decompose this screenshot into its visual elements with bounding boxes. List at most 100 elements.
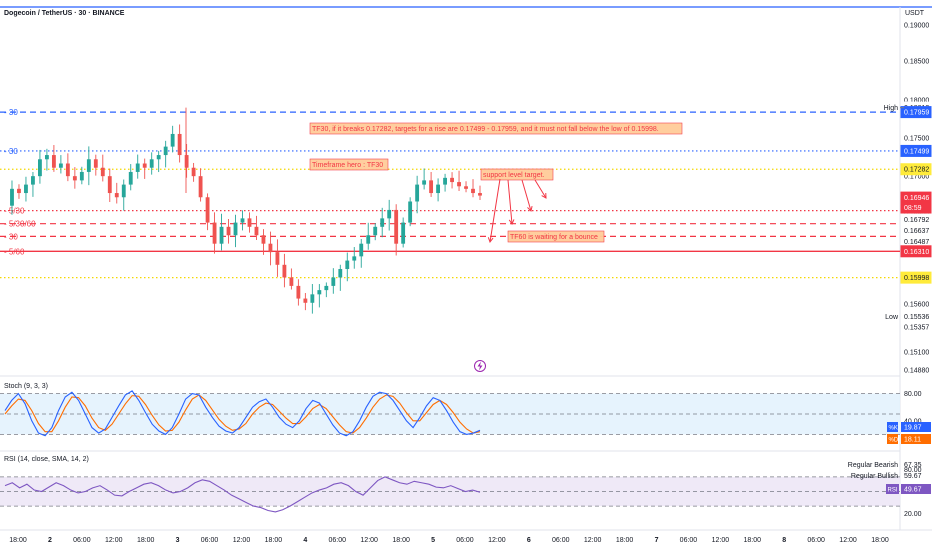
price-tag-value: 0.15536 [904, 314, 929, 321]
price-axis-label: 0.19000 [904, 23, 929, 30]
time-axis-label: 12:00 [360, 537, 378, 544]
time-axis-label: 12:00 [839, 537, 857, 544]
price-tag-value: 0.17499 [904, 148, 929, 155]
candle-body [464, 186, 468, 189]
price-level-label: - 30 [4, 108, 18, 117]
symbol-title[interactable]: Dogecoin / TetherUS · 30 · BINANCE [4, 10, 125, 17]
price-level-label: - 30 [4, 232, 18, 241]
candle-body [429, 180, 434, 194]
stoch-k-value: 19.87 [904, 425, 922, 432]
rsi-regular-bullish-label: Regular Bullish [851, 473, 898, 480]
price-tag [900, 144, 932, 157]
candle-body [93, 159, 98, 168]
candle-body [184, 155, 189, 168]
time-axis-label: 06:00 [807, 537, 825, 544]
candle-body [100, 167, 105, 177]
stoch-title[interactable]: Stoch (9, 3, 3) [4, 383, 48, 390]
price-level-label: - 30 [4, 147, 18, 156]
candle-body [436, 184, 441, 194]
price-tag-caption: High [884, 105, 899, 112]
candle-body [373, 226, 378, 236]
annotation-arrow [507, 179, 513, 225]
candle-body [58, 163, 63, 168]
candle-body [205, 197, 210, 223]
candle-body [107, 176, 112, 194]
rsi-regular-bullish-value: 59.67 [904, 473, 922, 480]
annotation-box [480, 168, 554, 181]
candle-body [254, 226, 259, 236]
lightning-icon[interactable] [474, 360, 486, 372]
time-axis-label: 18:00 [871, 537, 889, 544]
candle-body [443, 177, 447, 185]
rsi-axis-label: 20.00 [904, 511, 922, 518]
candle-body [86, 159, 91, 172]
candle-body [191, 167, 196, 177]
rsi-title[interactable]: RSI (14, close, SMA, 14, 2) [4, 456, 89, 463]
candle-body [478, 193, 482, 196]
candle-body [226, 226, 231, 236]
price-axis-label: 0.18000 [904, 98, 929, 105]
stoch-d-tag-bg [901, 434, 931, 444]
time-axis-label: 5 [431, 537, 435, 544]
candle-body [233, 222, 238, 236]
candle-body [338, 269, 343, 278]
candle-body [401, 222, 406, 244]
candle-body [44, 155, 49, 160]
time-axis-label: 18:00 [616, 537, 634, 544]
time-axis-label: 06:00 [73, 537, 91, 544]
annotations: TF30, if it breaks 0.17282, targets for … [309, 122, 683, 244]
annotation-arrow [489, 178, 501, 243]
time-axis-label: 12:00 [712, 537, 730, 544]
stoch-d-tag-label-bg [887, 434, 898, 444]
annotation-text: TF60 is waiting for a bounce [510, 234, 598, 241]
price-levels: - 30 - 30 - 5/30 - 5/30/60 - 30 - 5/60 [0, 107, 904, 279]
stoch-k-line [4, 390, 481, 437]
candle-body [79, 171, 84, 181]
price-axis-label: 0.17000 [904, 174, 929, 181]
time-axis-label: 7 [655, 537, 659, 544]
price-axis[interactable]: 0.190000.185000.180000.175000.170000.165… [884, 23, 932, 375]
price-level-label: - 5/30 [4, 207, 25, 216]
candle-body [394, 209, 399, 244]
candle-body [135, 163, 140, 172]
rsi-regular-bearish-value: 67.35 [904, 462, 922, 469]
candle-body [296, 285, 301, 299]
candle-body [142, 163, 147, 168]
time-axis-label: 3 [176, 537, 180, 544]
time-axis-label: 12:00 [233, 537, 251, 544]
candle-body [212, 222, 217, 244]
time-axis-label: 18:00 [265, 537, 283, 544]
price-tag-value: 0.16487 [904, 239, 929, 246]
candle-body [345, 260, 350, 270]
time-axis-label: 18:00 [744, 537, 762, 544]
price-tag [900, 245, 932, 258]
candlestick-series [10, 107, 482, 314]
rsi-tag-label-bg [886, 484, 899, 494]
annotation-arrowhead [508, 219, 515, 226]
time-axis-label: 18:00 [137, 537, 155, 544]
annotation-arrowhead [527, 206, 533, 213]
candle-body [38, 159, 42, 177]
candle-body [72, 176, 77, 181]
time-axis-label: 18:00 [9, 537, 27, 544]
candle-body [149, 159, 154, 168]
time-axis[interactable]: 18:00 2 06:00 12:00 18:00 3 06:00 12:00 18:00 4 06… [0, 529, 932, 544]
annotation-box [309, 122, 683, 135]
rsi-axis-label: 80.00 [904, 467, 922, 474]
stoch-k-tag-bg [901, 422, 931, 432]
candle-body [170, 133, 175, 147]
candle-body [324, 285, 329, 291]
price-tag [900, 106, 932, 119]
annotation-text: TF30, if it breaks 0.17282, targets for … [312, 126, 659, 133]
candle-body [352, 256, 357, 261]
candle-body [31, 176, 35, 185]
price-level-label: - 5/30/60 [4, 220, 36, 229]
price-level-label: - 5/60 [4, 247, 25, 256]
candle-body [247, 218, 252, 227]
annotation-text: Timeframe hero : TF30 [312, 162, 383, 169]
candle-body [275, 252, 280, 265]
candle-body [282, 264, 287, 278]
candle-body [450, 177, 454, 183]
candle-body [198, 176, 203, 198]
candle-body [289, 277, 294, 286]
